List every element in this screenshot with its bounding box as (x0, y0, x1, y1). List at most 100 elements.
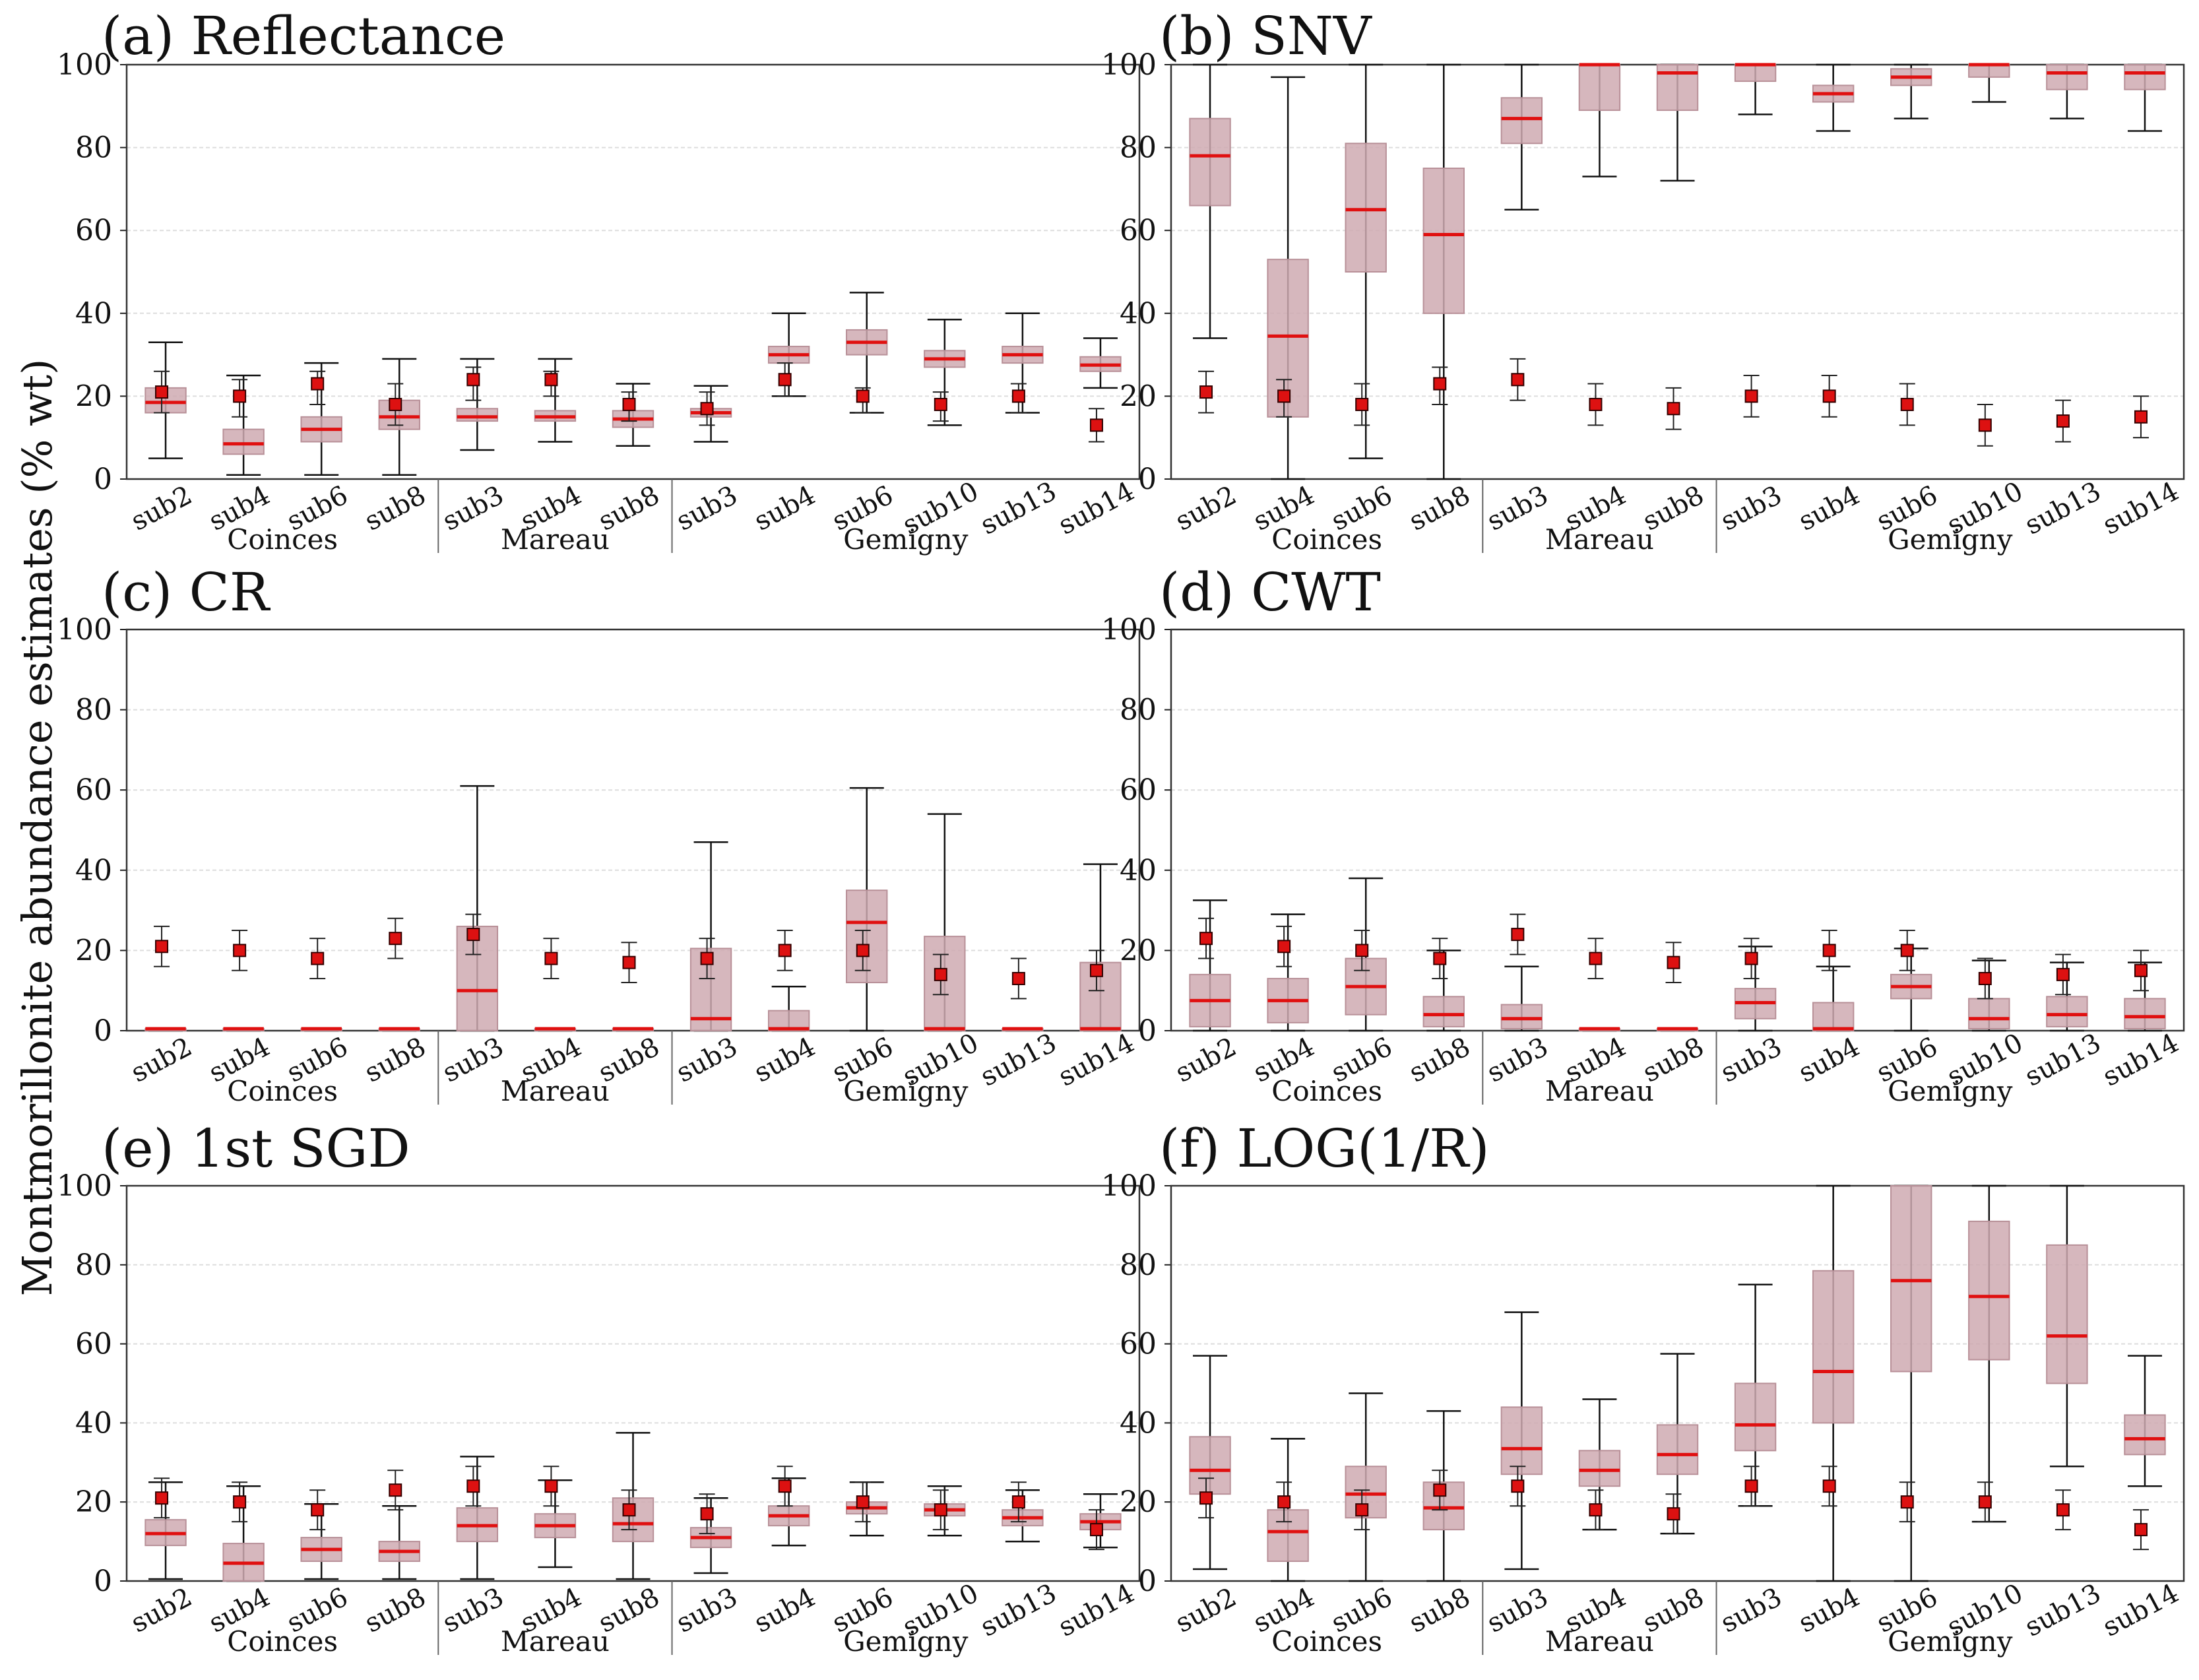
box-sub3 (456, 1456, 499, 1580)
x-tick-label: sub8 (1404, 1031, 1475, 1088)
box-sub3 (1500, 913, 1543, 1032)
reference-marker (155, 385, 169, 399)
x-tick-label: sub3 (437, 480, 509, 536)
y-tick-label: 100 (57, 1169, 112, 1203)
group-label-coinces: Coinces (227, 1625, 338, 1658)
x-tick-label: sub4 (749, 1031, 821, 1088)
group-label-gemigny: Gemigny (1888, 523, 2013, 556)
box-sub4 (767, 1466, 810, 1547)
y-tick-label: 0 (94, 1014, 112, 1048)
reference-marker (1089, 963, 1103, 977)
box-sub14 (1079, 1493, 1122, 1551)
reference-marker (544, 373, 558, 387)
y-tick-label: 80 (1120, 1248, 1157, 1282)
x-tick-label: sub3 (672, 480, 743, 536)
x-tick-label: sub14 (1054, 1578, 1139, 1642)
reference-marker (1978, 418, 1992, 432)
box-sub8 (612, 383, 654, 447)
iqr-box (1345, 143, 1387, 273)
y-tick-label: 80 (75, 131, 112, 165)
iqr-box (456, 408, 499, 422)
iqr-box (1500, 1004, 1543, 1029)
reference-marker (622, 955, 636, 969)
group-label-coinces: Coinces (1271, 1075, 1382, 1107)
reference-marker (1589, 1503, 1603, 1517)
group-label-mareau: Mareau (1545, 523, 1654, 556)
x-tick-label: sub3 (1716, 1582, 1787, 1638)
reference-marker (544, 1479, 558, 1493)
box-sub8 (1656, 942, 1699, 1032)
y-tick-label: 40 (75, 854, 112, 888)
reference-marker (1900, 397, 1914, 411)
reference-marker (1978, 971, 1992, 985)
reference-marker (778, 1479, 792, 1493)
panel-title: (b) SNV (1159, 5, 1372, 67)
y-tick-label: 100 (1101, 613, 1157, 647)
reference-marker (1199, 1491, 1213, 1505)
box-sub4 (767, 312, 810, 397)
group-label-mareau: Mareau (501, 1625, 610, 1658)
plot-frame (1170, 628, 2185, 1032)
x-tick-label: sub8 (1404, 1582, 1475, 1638)
reference-marker (1277, 940, 1291, 953)
plot-frame (125, 63, 1141, 480)
group-label-gemigny: Gemigny (843, 523, 969, 556)
box-sub6 (1345, 1392, 1387, 1582)
x-tick-label: sub13 (976, 1578, 1062, 1642)
box-sub4 (767, 930, 810, 1032)
reference-marker (1589, 952, 1603, 965)
box-sub4 (222, 1481, 265, 1582)
reference-marker (1900, 944, 1914, 957)
y-tick-label: 0 (1138, 1014, 1157, 1048)
iqr-box (222, 428, 265, 455)
group-label-mareau: Mareau (501, 523, 610, 556)
y-tick-label: 0 (94, 463, 112, 496)
y-tick-label: 40 (75, 1406, 112, 1440)
iqr-box (2046, 64, 2088, 90)
x-tick-label: sub4 (749, 480, 821, 536)
y-tick-label: 20 (1120, 1485, 1157, 1519)
plot-frame (125, 628, 1141, 1032)
group-label-coinces: Coinces (227, 523, 338, 556)
iqr-box (2124, 64, 2166, 90)
y-tick-label: 0 (94, 1565, 112, 1598)
box-sub3 (1500, 63, 1543, 401)
y-tick-label: 0 (1138, 463, 1157, 496)
group-label-gemigny: Gemigny (1888, 1625, 2013, 1658)
reference-marker (2056, 414, 2070, 428)
box-sub14 (2124, 950, 2166, 1032)
x-tick-label: sub14 (2098, 476, 2184, 540)
y-tick-label: 80 (75, 1248, 112, 1282)
x-tick-label: sub4 (1794, 1582, 1865, 1638)
box-sub14 (1079, 863, 1122, 1032)
reference-marker (934, 397, 947, 411)
group-label-mareau: Mareau (1545, 1625, 1654, 1658)
reference-marker (1589, 397, 1603, 411)
reference-marker (778, 944, 792, 957)
x-tick-label: sub2 (126, 1582, 197, 1638)
box-sub3 (689, 1493, 732, 1574)
reference-marker (311, 952, 325, 965)
iqr-box (1968, 1220, 2010, 1361)
box-sub3 (1500, 1311, 1543, 1570)
reference-marker (1277, 1495, 1291, 1509)
x-tick-label: sub4 (1794, 1031, 1865, 1088)
box-sub4 (222, 374, 265, 476)
y-tick-label: 20 (1120, 379, 1157, 413)
iqr-box (1734, 1382, 1777, 1452)
group-label-gemigny: Gemigny (843, 1625, 969, 1658)
box-sub2 (144, 341, 187, 459)
group-label-coinces: Coinces (227, 1075, 338, 1107)
box-sub8 (1656, 1353, 1699, 1535)
x-tick-label: sub2 (1170, 1582, 1242, 1638)
box-sub4 (222, 930, 265, 1032)
reference-marker (1978, 1495, 1992, 1509)
reference-marker (1900, 1495, 1914, 1509)
x-tick-label: sub14 (1054, 476, 1139, 540)
y-tick-label: 80 (1120, 694, 1157, 727)
iqr-box (924, 936, 966, 1031)
reference-marker (778, 373, 792, 387)
